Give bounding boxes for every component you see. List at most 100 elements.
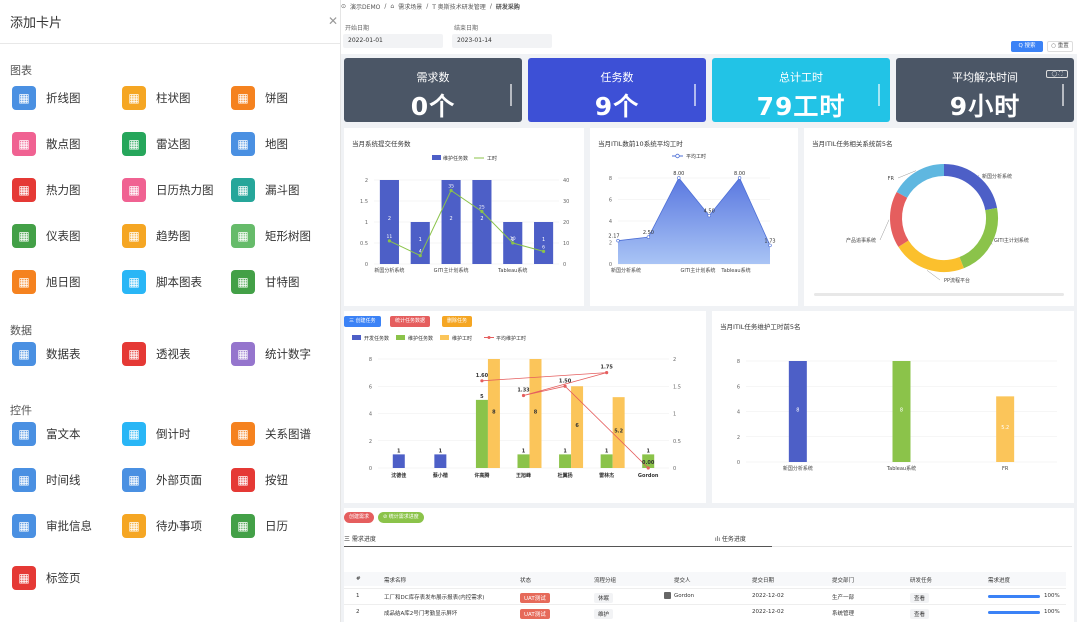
data-label: 4.50 bbox=[704, 209, 715, 215]
card-item-todo[interactable]: ▦ 待办事项 bbox=[122, 512, 202, 540]
rich-text-icon: ▦ bbox=[12, 422, 36, 446]
stat-title: 平均解决时间 bbox=[952, 71, 1018, 84]
start-date-input[interactable]: 2022-01-01 bbox=[343, 34, 443, 48]
line-label: 11 bbox=[387, 234, 393, 240]
card-label: 雷达图 bbox=[156, 137, 191, 151]
line-series bbox=[389, 189, 544, 257]
progress-bar bbox=[988, 595, 1040, 598]
chart-panel-top5-systems: 当月ITIL任务相关系统前5名 新国分析系统 GITI主计划系统 PP流程平台 产品追… bbox=[804, 128, 1074, 306]
card-item-calendar[interactable]: ▦ 日历 bbox=[231, 512, 288, 540]
data-point bbox=[616, 238, 620, 243]
line-label: 0.00 bbox=[642, 460, 655, 466]
bar-label: 5.2 bbox=[614, 429, 623, 435]
line-label: 4 bbox=[419, 249, 422, 255]
line-point bbox=[449, 188, 453, 193]
cell-status: UAT测试 bbox=[520, 593, 550, 603]
card-item-scatter-chart[interactable]: ▦ 散点图 bbox=[12, 130, 81, 158]
pie-chart-icon: ▦ bbox=[231, 86, 255, 110]
fullscreen-icon[interactable]: ◯ ⛶ bbox=[1046, 70, 1068, 78]
progress-bar bbox=[988, 611, 1040, 614]
tab-task-progress[interactable]: ılı 任务进度 bbox=[715, 536, 746, 543]
card-item-bar-chart[interactable]: ▦ 柱状图 bbox=[122, 84, 191, 112]
bar bbox=[571, 386, 584, 468]
bar bbox=[788, 361, 807, 462]
card-item-gantt[interactable]: ▦ 甘特图 bbox=[231, 268, 300, 296]
card-item-funnel[interactable]: ▦ 漏斗图 bbox=[231, 176, 300, 204]
tab-demand-progress[interactable]: 三 需求进度 bbox=[344, 536, 376, 543]
card-item-statistic-number[interactable]: ▦ 统计数字 bbox=[231, 340, 311, 368]
bar bbox=[434, 454, 447, 468]
card-item-line-chart[interactable]: ▦ 折线图 bbox=[12, 84, 81, 112]
card-item-calendar-heatmap[interactable]: ▦ 日历热力图 bbox=[122, 176, 214, 204]
data-table-icon: ▦ bbox=[12, 342, 36, 366]
search-button[interactable]: Q 搜索 bbox=[1011, 41, 1043, 52]
card-item-heatmap[interactable]: ▦ 热力图 bbox=[12, 176, 81, 204]
close-icon[interactable]: ✕ bbox=[327, 14, 338, 28]
bar bbox=[612, 397, 625, 468]
y-tick-label: 0 bbox=[369, 466, 372, 472]
line-label: 10 bbox=[510, 236, 516, 242]
create-task-button[interactable]: 三 创建任务 bbox=[344, 316, 381, 327]
card-label: 漏斗图 bbox=[265, 183, 300, 197]
column-header: 研发任务 bbox=[910, 578, 933, 584]
relation-graph-icon: ▦ bbox=[231, 422, 255, 446]
card-item-trend[interactable]: ▦ 趋势图 bbox=[122, 222, 191, 250]
card-item-approval[interactable]: ▦ 审批信息 bbox=[12, 512, 92, 540]
legend-label: 维护任务数 bbox=[408, 335, 433, 342]
horizontal-scrollbar[interactable] bbox=[814, 293, 1064, 296]
card-item-countdown[interactable]: ▦ 倒计时 bbox=[122, 420, 191, 448]
card-label: 统计数字 bbox=[265, 347, 311, 361]
line-point bbox=[563, 384, 567, 388]
y-tick-label: 0 bbox=[609, 262, 612, 268]
y2-tick-label: 0.5 bbox=[673, 439, 681, 445]
cell-task[interactable]: 查看 bbox=[910, 593, 930, 603]
demand-stats-button[interactable]: ⊘ 统计需求进度 bbox=[378, 512, 424, 523]
legend-swatch bbox=[396, 335, 405, 340]
bar bbox=[996, 396, 1015, 462]
slice-label: 新国分析系统 bbox=[982, 173, 1012, 180]
line-label: 6 bbox=[542, 244, 545, 250]
y-tick-label: 0 bbox=[737, 460, 740, 466]
card-item-rich-text[interactable]: ▦ 富文本 bbox=[12, 420, 81, 448]
y-tick-label: 2 bbox=[369, 439, 372, 445]
bar-label: 8 bbox=[796, 408, 799, 414]
chart-title: 当月ITIL数前10系统平均工时 bbox=[598, 140, 683, 148]
card-item-button[interactable]: ▦ 按钮 bbox=[231, 466, 288, 494]
card-label: 脚本图表 bbox=[156, 275, 202, 289]
card-item-data-table[interactable]: ▦ 数据表 bbox=[12, 340, 81, 368]
card-item-map[interactable]: ▦ 地图 bbox=[231, 130, 288, 158]
table-row[interactable]: 2 成品结A库2号门考勤显示屏坏 UAT测试 维护 2022-12-02 系统管理 查看 10… bbox=[344, 604, 1066, 619]
reset-button[interactable]: ○ 重置 bbox=[1047, 41, 1073, 52]
card-item-tabs[interactable]: ▦ 标签页 bbox=[12, 564, 81, 592]
y-tick-label: 4 bbox=[609, 219, 612, 225]
card-item-script-chart[interactable]: ▦ 脚本图表 bbox=[122, 268, 202, 296]
approval-icon: ▦ bbox=[12, 514, 36, 538]
breadcrumb-item[interactable]: 演示DEMO bbox=[350, 3, 381, 11]
home-icon: ⌂ bbox=[390, 2, 395, 10]
cell-task[interactable]: 查看 bbox=[910, 609, 930, 619]
legend-marker bbox=[675, 153, 680, 159]
card-label: 折线图 bbox=[46, 91, 81, 105]
card-item-sunburst[interactable]: ▦ 旭日图 bbox=[12, 268, 81, 296]
breadcrumb-item[interactable]: 需求场景 bbox=[398, 3, 423, 11]
breadcrumb-item[interactable]: T 奥斯技术研发管理 bbox=[432, 3, 486, 11]
bar bbox=[441, 180, 461, 264]
card-item-gauge[interactable]: ▦ 仪表图 bbox=[12, 222, 81, 250]
end-date-input[interactable]: 2023-01-14 bbox=[452, 34, 552, 48]
chart-avg-hours: 平均工时 0 2 4 6 8 2.17 2.50 8.00 4.50 8.00 1.73 新国分析系统 G… bbox=[608, 153, 775, 274]
card-item-radar-chart[interactable]: ▦ 雷达图 bbox=[122, 130, 191, 158]
table-row[interactable]: 1 工厂和DC库存表发布展示报表(内控需求) UAT测试 休眠 Gordon 2022-1… bbox=[344, 588, 1066, 603]
card-item-relation-graph[interactable]: ▦ 关系图谱 bbox=[231, 420, 311, 448]
card-item-timeline[interactable]: ▦ 时间线 bbox=[12, 466, 81, 494]
bar bbox=[534, 222, 554, 264]
legend-swatch bbox=[352, 335, 361, 340]
pie-slice bbox=[890, 191, 909, 247]
card-item-external-page[interactable]: ▦ 外部页面 bbox=[122, 466, 202, 494]
create-demand-button[interactable]: 创建需求 bbox=[344, 512, 375, 523]
card-item-pie-chart[interactable]: ▦ 饼图 bbox=[231, 84, 288, 112]
card-item-treemap[interactable]: ▦ 矩形树图 bbox=[231, 222, 311, 250]
delete-task-button[interactable]: 删除任务 bbox=[442, 316, 473, 327]
task-stats-button[interactable]: 统计任务数据 bbox=[390, 316, 431, 327]
card-item-pivot-table[interactable]: ▦ 透视表 bbox=[122, 340, 191, 368]
cell-num: 2 bbox=[356, 609, 360, 615]
